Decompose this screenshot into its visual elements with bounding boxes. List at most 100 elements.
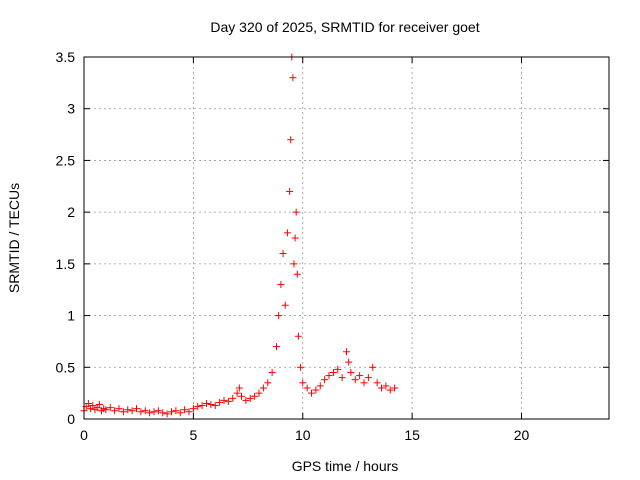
data-point: [273, 343, 280, 351]
y-axis-label: SRMTID / TECUs: [6, 183, 22, 293]
data-point: [115, 405, 123, 413]
data-point: [299, 379, 307, 387]
data-point: [275, 312, 283, 320]
data-point: [382, 382, 390, 390]
x-axis-label: GPS time / hours: [292, 458, 399, 474]
data-point: [351, 376, 359, 384]
data-point: [207, 401, 215, 409]
y-tick-label: 2.5: [56, 152, 76, 168]
data-point: [356, 372, 364, 380]
data-point: [95, 401, 103, 409]
data-point: [106, 404, 114, 412]
data-point: [255, 389, 263, 397]
chart-title: Day 320 of 2025, SRMTID for receiver goe…: [210, 19, 479, 35]
y-tick-label: 3: [67, 101, 75, 117]
data-point: [242, 396, 250, 404]
data-point: [325, 372, 333, 380]
data-point: [238, 392, 245, 400]
data-point: [224, 397, 232, 405]
data-point: [124, 406, 132, 414]
data-point: [334, 365, 342, 373]
data-point: [291, 234, 299, 242]
data-point: [246, 394, 254, 402]
x-tick-label: 5: [189, 427, 197, 443]
data-point: [287, 136, 295, 144]
data-point: [251, 392, 259, 400]
data-point: [268, 368, 276, 376]
data-point: [185, 408, 193, 416]
y-tick-label: 2: [67, 204, 75, 220]
data-point: [289, 74, 297, 82]
data-point: [137, 408, 145, 416]
axis-ticks: 0 5 10 15 20 0 0.5 1 1.5 2 2.5 3 3.5: [56, 49, 609, 443]
data-point: [338, 374, 346, 382]
data-point: [364, 374, 372, 382]
data-point: [172, 407, 180, 415]
data-point: [391, 384, 399, 392]
data-point: [189, 405, 197, 413]
data-point: [293, 270, 301, 278]
data-point: [133, 405, 140, 413]
data-point: [198, 402, 206, 410]
data-point: [279, 250, 287, 258]
data-point: [163, 410, 171, 418]
data-point: [194, 403, 202, 411]
data-point: [111, 407, 119, 415]
data-point: [347, 368, 355, 376]
data-point: [264, 379, 272, 387]
data-point: [294, 332, 302, 340]
y-tick-label: 1.5: [56, 256, 76, 272]
data-point: [329, 368, 337, 376]
data-point: [154, 407, 162, 415]
data-point: [378, 384, 385, 392]
x-tick-label: 15: [404, 427, 420, 443]
y-tick-label: 1: [67, 308, 75, 324]
data-point: [216, 398, 224, 406]
data-point: [386, 386, 394, 394]
data-point: [343, 348, 350, 356]
data-point: [277, 281, 285, 289]
data-point: [84, 399, 92, 407]
data-point: [150, 408, 158, 416]
data-point: [297, 363, 305, 371]
data-point: [290, 260, 298, 268]
y-tick-label: 3.5: [56, 49, 76, 65]
data-point: [316, 382, 324, 390]
data-point: [360, 379, 368, 387]
data-point: [220, 396, 228, 404]
data-point: [259, 384, 267, 392]
data-point: [281, 301, 289, 309]
data-point: [89, 402, 97, 410]
data-point: [369, 363, 377, 371]
x-tick-label: 0: [80, 427, 88, 443]
data-point: [286, 187, 294, 195]
y-tick-label: 0: [67, 411, 75, 427]
data-point: [168, 408, 175, 416]
data-point: [146, 409, 154, 417]
data-point: [292, 208, 300, 216]
x-tick-label: 10: [295, 427, 311, 443]
data-point: [211, 402, 219, 410]
data-point: [159, 409, 167, 417]
data-point: [203, 399, 210, 407]
data-points: [80, 53, 399, 418]
data-point: [102, 406, 110, 414]
plot-frame: [83, 56, 610, 420]
data-point: [181, 406, 189, 414]
data-point: [119, 408, 127, 416]
data-point: [303, 384, 311, 392]
data-point: [233, 389, 241, 397]
grid-lines: [84, 57, 609, 419]
data-point: [321, 376, 329, 384]
data-point: [283, 229, 291, 237]
data-point: [128, 407, 136, 415]
data-point: [373, 379, 381, 387]
y-tick-label: 0.5: [56, 359, 76, 375]
x-tick-label: 20: [514, 427, 530, 443]
data-point: [312, 386, 320, 394]
data-point: [141, 407, 149, 415]
data-point: [229, 394, 237, 402]
data-point: [345, 358, 353, 366]
data-point: [235, 384, 243, 392]
